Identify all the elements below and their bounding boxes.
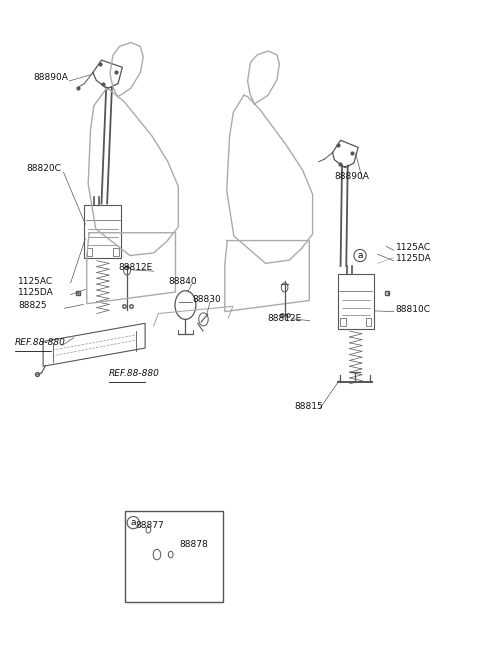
Bar <box>87 248 93 256</box>
Bar <box>338 274 374 328</box>
Text: 88890A: 88890A <box>34 73 69 82</box>
Text: REF.88-880: REF.88-880 <box>108 369 159 378</box>
Text: 88877: 88877 <box>136 522 164 530</box>
Text: 88830: 88830 <box>192 295 221 304</box>
Text: REF.88-880: REF.88-880 <box>14 338 65 347</box>
Bar <box>84 205 121 258</box>
Bar <box>366 318 372 326</box>
Text: 88812E: 88812E <box>267 313 302 323</box>
Text: 1125AC: 1125AC <box>396 243 431 252</box>
Text: 88820C: 88820C <box>26 164 61 173</box>
Text: 88815: 88815 <box>294 401 323 411</box>
Bar <box>113 248 119 256</box>
Text: 88878: 88878 <box>179 539 208 549</box>
Text: 88840: 88840 <box>168 277 196 286</box>
Text: 1125DA: 1125DA <box>396 254 432 263</box>
Text: 88812E: 88812E <box>118 263 152 272</box>
Bar <box>340 318 346 326</box>
Bar <box>125 511 223 602</box>
Text: a: a <box>357 251 363 260</box>
Text: 88810C: 88810C <box>396 304 431 313</box>
Text: 88890A: 88890A <box>334 171 369 181</box>
Text: a: a <box>131 518 136 527</box>
Text: 88825: 88825 <box>18 302 47 310</box>
Text: 1125AC: 1125AC <box>18 277 54 286</box>
Text: 1125DA: 1125DA <box>18 288 54 296</box>
